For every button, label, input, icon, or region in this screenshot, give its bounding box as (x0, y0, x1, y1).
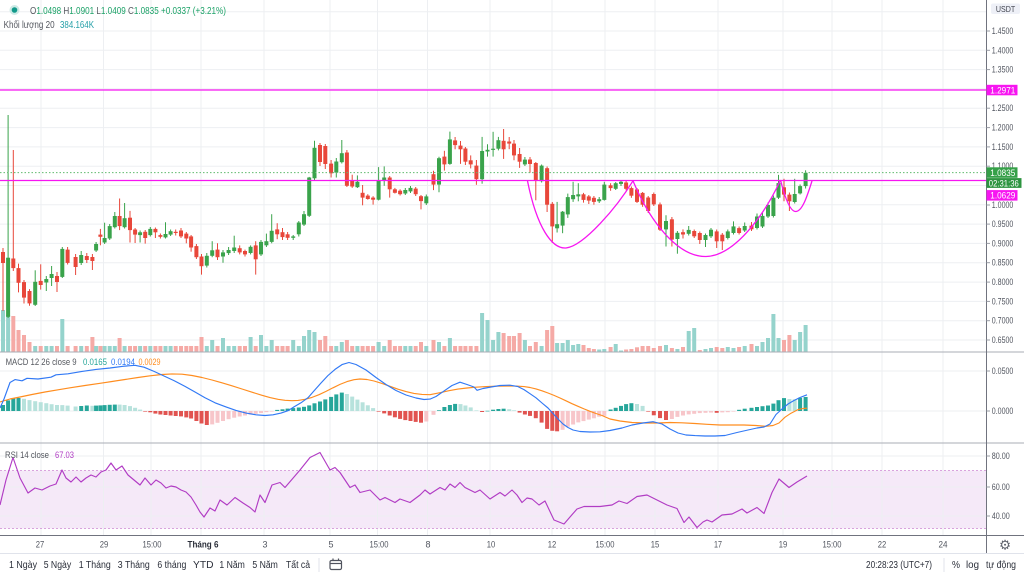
svg-text:5: 5 (329, 540, 334, 550)
svg-text:40.00: 40.00 (992, 511, 1010, 521)
svg-text:Khối lượng 20: Khối lượng 20 (4, 19, 55, 31)
svg-text:60.00: 60.00 (992, 482, 1010, 492)
svg-text:1.2500: 1.2500 (992, 103, 1014, 113)
svg-text:1.2000: 1.2000 (992, 123, 1014, 133)
svg-text:%: % (952, 560, 960, 571)
svg-text:1.3500: 1.3500 (992, 65, 1014, 75)
svg-text:24: 24 (939, 540, 948, 550)
svg-text:1.2971: 1.2971 (990, 85, 1015, 96)
svg-text:0.0165: 0.0165 (83, 357, 107, 368)
svg-text:MACD 12 26 close 9: MACD 12 26 close 9 (6, 357, 77, 368)
svg-text:3 Tháng: 3 Tháng (118, 560, 150, 571)
svg-text:1.0629: 1.0629 (990, 191, 1015, 202)
svg-text:0.0194: 0.0194 (111, 357, 135, 368)
svg-text:80.00: 80.00 (992, 451, 1010, 461)
svg-text:0.9500: 0.9500 (992, 219, 1014, 229)
svg-text:10: 10 (487, 540, 496, 550)
svg-text:0.0029: 0.0029 (139, 357, 161, 368)
svg-text:5 Năm: 5 Năm (252, 560, 278, 571)
svg-text:1 Ngày: 1 Ngày (9, 560, 37, 571)
svg-text:6 tháng: 6 tháng (157, 560, 186, 571)
svg-text:0.6500: 0.6500 (992, 335, 1014, 345)
svg-text:1.1500: 1.1500 (992, 142, 1014, 152)
svg-text:67.03: 67.03 (55, 450, 74, 461)
svg-text:0.8000: 0.8000 (992, 277, 1014, 287)
svg-text:0.9000: 0.9000 (992, 238, 1014, 248)
svg-text:RSI 14 close: RSI 14 close (5, 450, 49, 461)
svg-text:8: 8 (426, 540, 431, 550)
svg-text:0.0500: 0.0500 (992, 366, 1014, 376)
svg-text:0.7500: 0.7500 (992, 296, 1014, 306)
svg-text:⚙: ⚙ (999, 538, 1011, 553)
svg-text:12: 12 (548, 540, 557, 550)
svg-text:0.0000: 0.0000 (992, 406, 1014, 416)
svg-text:1 Tháng: 1 Tháng (79, 560, 111, 571)
svg-text:15:00: 15:00 (596, 540, 615, 550)
svg-text:0.7000: 0.7000 (992, 316, 1014, 326)
svg-text:29: 29 (100, 540, 109, 550)
svg-text:1.0000: 1.0000 (992, 200, 1014, 210)
svg-text:15:00: 15:00 (143, 540, 162, 550)
svg-text:15:00: 15:00 (370, 540, 389, 550)
svg-text:384.164K: 384.164K (60, 20, 94, 31)
svg-text:17: 17 (714, 540, 722, 550)
svg-text:22: 22 (878, 540, 887, 550)
svg-text:USDT: USDT (996, 4, 1015, 14)
svg-text:1 Năm: 1 Năm (219, 560, 245, 571)
svg-text:1.4500: 1.4500 (992, 26, 1014, 36)
svg-text:0.8500: 0.8500 (992, 258, 1014, 268)
svg-text:20:28:23 (UTC+7): 20:28:23 (UTC+7) (866, 560, 932, 571)
svg-text:19: 19 (779, 540, 788, 550)
svg-text:15: 15 (651, 540, 660, 550)
svg-text:Tháng 6: Tháng 6 (188, 540, 219, 550)
svg-text:15:00: 15:00 (823, 540, 842, 550)
svg-text:1.0835: 1.0835 (990, 168, 1015, 179)
svg-text:1.1000: 1.1000 (992, 161, 1014, 171)
svg-text:YTD: YTD (193, 560, 214, 571)
svg-text:5 Ngày: 5 Ngày (44, 560, 71, 571)
svg-text:1.4000: 1.4000 (992, 45, 1014, 55)
svg-text:02:31:36: 02:31:36 (989, 178, 1019, 189)
svg-text:O1.0498 H1.0901 L1.0409 C1.083: O1.0498 H1.0901 L1.0409 C1.0835 +0.0337 … (30, 6, 226, 17)
svg-text:Tất cả: Tất cả (286, 559, 310, 571)
svg-text:tự động: tự động (986, 560, 1016, 571)
svg-text:log: log (966, 560, 979, 571)
svg-text:27: 27 (36, 540, 45, 550)
svg-text:3: 3 (263, 540, 268, 550)
